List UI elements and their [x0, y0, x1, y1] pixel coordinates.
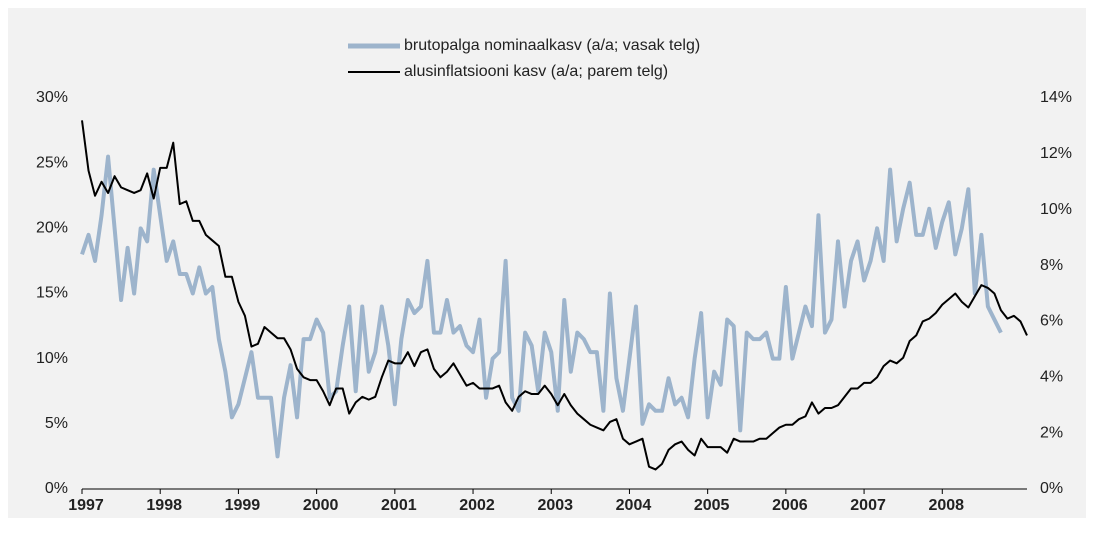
- y-tick-label: 25%: [36, 154, 68, 171]
- legend-label: alusinflatsiooni kasv (a/a; parem telg): [404, 63, 668, 80]
- y2-tick-label: 4%: [1040, 369, 1063, 386]
- x-tick-label: 2005: [694, 497, 730, 514]
- x-tick-label: 2007: [850, 497, 886, 514]
- x-tick-label: 2006: [772, 497, 808, 514]
- data-line: [80, 154, 1003, 459]
- y2-tick-label: 8%: [1040, 257, 1063, 274]
- y-tick-label: 20%: [36, 220, 68, 237]
- x-tick-label: 2001: [381, 497, 417, 514]
- y2-tick-label: 12%: [1040, 145, 1072, 162]
- x-tick-label: 2004: [616, 497, 652, 514]
- y2-tick-label: 6%: [1040, 313, 1063, 330]
- data-line: [81, 120, 1028, 471]
- x-tick-label: 2000: [303, 497, 339, 514]
- y-tick-label: 5%: [45, 415, 68, 432]
- y-tick-label: 15%: [36, 285, 68, 302]
- x-tick-label: 2002: [459, 497, 495, 514]
- y-tick-label: 0%: [45, 480, 68, 497]
- x-tick-label: 1998: [146, 497, 182, 514]
- y2-tick-label: 14%: [1040, 89, 1072, 106]
- y-tick-label: 30%: [36, 89, 68, 106]
- y2-tick-label: 10%: [1040, 201, 1072, 218]
- x-tick-label: 2003: [537, 497, 573, 514]
- x-tick-label: 2008: [928, 497, 964, 514]
- legend-label: brutopalga nominaalkasv (a/a; vasak telg…: [404, 37, 700, 54]
- y2-tick-label: 0%: [1040, 480, 1063, 497]
- y2-tick-label: 2%: [1040, 424, 1063, 441]
- x-tick-label: 1999: [225, 497, 261, 514]
- y-tick-label: 10%: [36, 350, 68, 367]
- x-tick-label: 1997: [68, 497, 104, 514]
- chart-background: [8, 8, 1086, 518]
